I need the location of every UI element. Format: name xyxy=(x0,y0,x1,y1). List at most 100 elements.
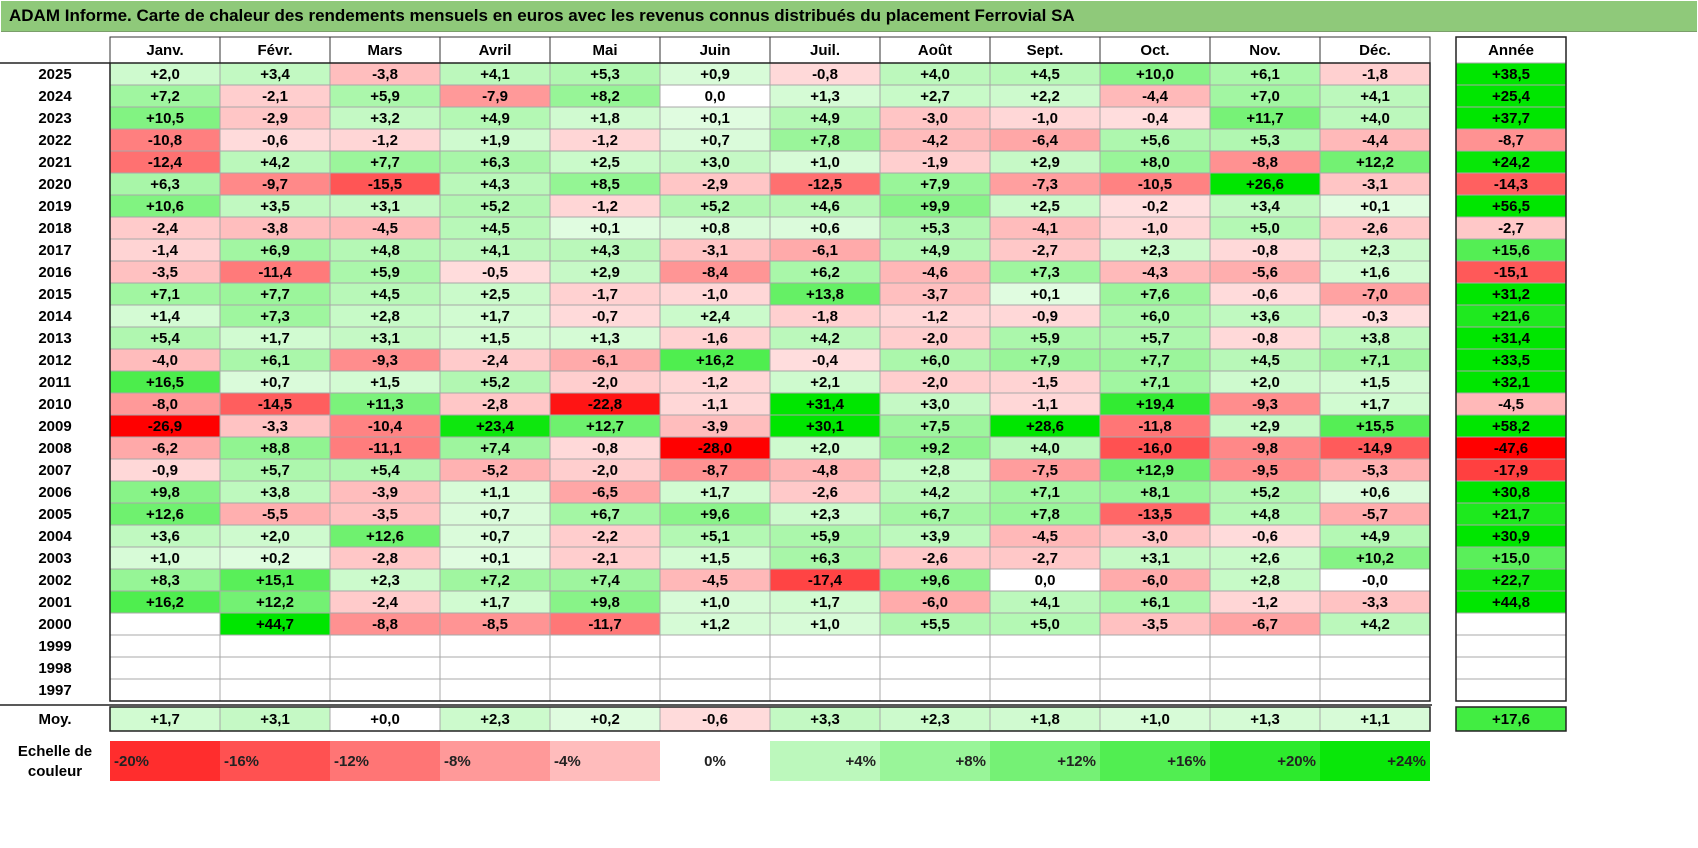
heatmap-cell-value: -2,4 xyxy=(482,352,509,369)
heatmap-cell-value: -8,8 xyxy=(372,616,398,633)
year-label: 2005 xyxy=(38,506,71,523)
annual-cell-value: +25,4 xyxy=(1492,88,1531,105)
heatmap-cell-value: -0,6 xyxy=(1252,528,1278,545)
heatmap-cell-value: +1,7 xyxy=(480,308,510,325)
heatmap-cell-value: +5,9 xyxy=(370,88,400,105)
heatmap-cell xyxy=(989,656,1101,680)
heatmap-cell-value: +0,2 xyxy=(260,550,290,567)
heatmap-cell-value: +12,7 xyxy=(586,418,624,435)
heatmap-cell-value: +7,7 xyxy=(370,154,400,171)
heatmap-cell-value: -1,0 xyxy=(1142,220,1168,237)
scale-swatch xyxy=(330,741,440,781)
heatmap-cell-value: -4,6 xyxy=(922,264,948,281)
heatmap-cell xyxy=(549,656,661,680)
year-label: 2011 xyxy=(39,374,72,391)
heatmap-cell-value: -3,3 xyxy=(262,418,288,435)
year-label: 2025 xyxy=(38,66,71,83)
heatmap-cell-value: -3,7 xyxy=(922,286,948,303)
heatmap-cell-value: -2,4 xyxy=(372,594,399,611)
heatmap-cell-value: -7,3 xyxy=(1032,176,1058,193)
heatmap-cell-value: -11,7 xyxy=(588,616,621,633)
average-cell-value: +1,0 xyxy=(1140,711,1170,728)
scale-swatch-label: -12% xyxy=(334,753,369,770)
heatmap-cell-value: +6,7 xyxy=(920,506,950,523)
heatmap-cell xyxy=(1099,634,1211,658)
heatmap-cell-value: -3,8 xyxy=(262,220,288,237)
heatmap-cell-value: +4,3 xyxy=(480,176,510,193)
heatmap-cell-value: -11,8 xyxy=(1138,418,1171,435)
heatmap-cell xyxy=(659,634,771,658)
heatmap-cell-value: +0,1 xyxy=(1030,286,1060,303)
annual-cell-value: -15,1 xyxy=(1494,264,1528,281)
heatmap-cell xyxy=(329,634,441,658)
heatmap-cell xyxy=(219,678,331,702)
annual-cell-value: +58,2 xyxy=(1492,418,1530,435)
heatmap-cell-value: +15,5 xyxy=(1356,418,1394,435)
heatmap-cell-value: +8,8 xyxy=(260,440,290,457)
heatmap-cell-value: -8,4 xyxy=(702,264,729,281)
heatmap-cell-value: -14,5 xyxy=(258,396,292,413)
heatmap-cell-value: +4,0 xyxy=(1360,110,1390,127)
heatmap-cell-value: -1,2 xyxy=(592,198,618,215)
month-header-cell xyxy=(1209,36,1321,64)
heatmap-cell-value: +2,5 xyxy=(480,286,510,303)
heatmap-cell xyxy=(659,678,771,702)
average-cell-value: +1,7 xyxy=(150,711,180,728)
annual-cell-value: +31,2 xyxy=(1492,286,1530,303)
average-cell xyxy=(879,706,991,732)
heatmap-cell xyxy=(219,634,331,658)
scale-swatch xyxy=(1210,741,1320,781)
annual-cell-value: +32,1 xyxy=(1492,374,1530,391)
heatmap-cell-value: +1,0 xyxy=(810,616,840,633)
heatmap-cell-value: -2,7 xyxy=(1032,242,1058,259)
month-header-label: Nov. xyxy=(1249,42,1280,59)
heatmap-cell xyxy=(879,634,991,658)
heatmap-cell-value: +2,6 xyxy=(1250,550,1280,567)
heatmap-cell-value: -4,1 xyxy=(1032,220,1058,237)
annual-cell-value: -17,9 xyxy=(1494,462,1528,479)
annual-cell-value: -14,3 xyxy=(1494,176,1528,193)
year-label: 2007 xyxy=(38,462,71,479)
heatmap-cell-value: -3,9 xyxy=(372,484,398,501)
heatmap-cell-value: +30,1 xyxy=(806,418,844,435)
heatmap-cell-value: -0,4 xyxy=(812,352,839,369)
annual-cell-value: +38,5 xyxy=(1492,66,1530,83)
heatmap-cell-value: -1,8 xyxy=(812,308,838,325)
annual-cell-value: +56,5 xyxy=(1492,198,1530,215)
average-border xyxy=(109,706,1431,732)
heatmap-cell-value: -3,1 xyxy=(702,242,728,259)
heatmap-cell-value: +11,7 xyxy=(1246,110,1283,127)
heatmap-cell-value: +7,7 xyxy=(1140,352,1170,369)
heatmap-cell-value: +3,6 xyxy=(150,528,180,545)
heatmap-cell-value: +4,2 xyxy=(1360,616,1390,633)
heatmap-cell-value: -3,9 xyxy=(702,418,728,435)
heatmap-cell-value: +10,5 xyxy=(146,110,184,127)
scale-swatch xyxy=(1100,741,1210,781)
heatmap-cell-value: -2,8 xyxy=(482,396,508,413)
heatmap-cell-value: -8,5 xyxy=(482,616,508,633)
year-label: 2022 xyxy=(38,132,71,149)
heatmap-cell-value: +4,5 xyxy=(1030,66,1060,83)
heatmap-cell xyxy=(439,634,551,658)
heatmap-cell-value: +26,6 xyxy=(1246,176,1284,193)
heatmap-cell-value: +4,0 xyxy=(920,66,950,83)
heatmap-cell-value: -2,6 xyxy=(812,484,838,501)
heatmap-cell-value: +3,0 xyxy=(700,154,730,171)
heatmap-cell-value: +2,8 xyxy=(920,462,950,479)
heatmap-cell-value: +0,7 xyxy=(480,528,510,545)
heatmap-cell-value: -6,0 xyxy=(922,594,948,611)
heatmap-cell-value: +7,1 xyxy=(150,286,180,303)
scale-swatch-label: +20% xyxy=(1277,753,1316,770)
scale-swatch xyxy=(550,741,660,781)
annual-cell-value: +15,0 xyxy=(1492,550,1530,567)
heatmap-cell-value: +9,8 xyxy=(590,594,620,611)
heatmap-cell-value: +3,1 xyxy=(370,330,400,347)
heatmap-cell-value: +15,1 xyxy=(256,572,294,589)
heatmap-cell-value: -0,0 xyxy=(1362,572,1388,589)
month-header-label: Avril xyxy=(479,42,512,59)
heatmap-cell-value: +1,6 xyxy=(1360,264,1390,281)
heatmap-cell-value: +1,5 xyxy=(700,550,730,567)
heatmap-cell-value: -5,6 xyxy=(1252,264,1278,281)
heatmap-cell-value: +8,0 xyxy=(1140,154,1170,171)
heatmap-cell-value: +7,4 xyxy=(480,440,510,457)
